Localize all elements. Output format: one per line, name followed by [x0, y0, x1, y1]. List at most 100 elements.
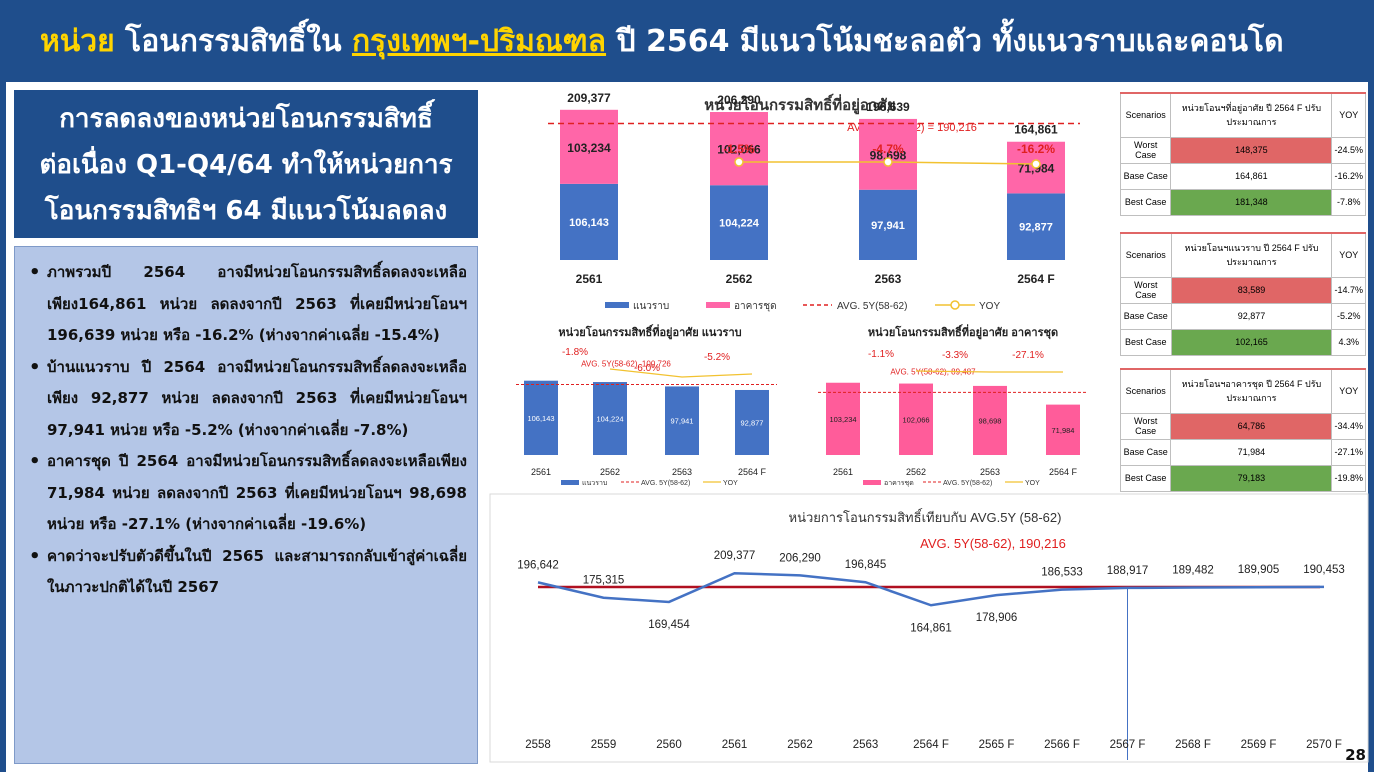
bar-condo	[1007, 141, 1065, 194]
data-label: 186,533	[1041, 567, 1083, 579]
table-row: Base Case 92,877 -5.2%	[1120, 302, 1366, 330]
bullet-lowrise: บ้านแนวราบ ปี 2564 อาจมีหน่วยโอนกรรมสิทธ…	[29, 352, 467, 447]
yoy-label: -3.3%	[942, 350, 968, 361]
chart-total: หน่วยโอนกรรมสิทธิ์ที่อยู่อาศัย AVG. 5Y(58…	[548, 91, 1080, 312]
table-header-cell: Scenarios	[1119, 92, 1172, 138]
data-label: 206,290	[779, 552, 821, 564]
tick-label: 2564 F	[1017, 272, 1054, 286]
table-cell: -16.2%	[1331, 162, 1366, 190]
data-label: 196,845	[845, 559, 887, 571]
data-label: 104,224	[596, 415, 623, 424]
yoy-label: -6.0%	[634, 363, 660, 374]
tick-label: 2563	[853, 739, 879, 751]
chart-title: หน่วยโอนกรรมสิทธิ์ที่อยู่อาศัย แนวราบ	[558, 324, 741, 340]
table-cell: Base Case	[1120, 302, 1172, 330]
table-cell: -14.7%	[1331, 276, 1366, 304]
data-label: 106,143	[569, 217, 609, 229]
legend-swatch	[863, 480, 881, 485]
yoy-line	[739, 161, 1037, 165]
bar	[524, 380, 558, 455]
tick-label: 2558	[525, 739, 551, 751]
yoy-label: -27.1%	[1012, 350, 1044, 361]
legend-label: อาคารชุด	[884, 480, 914, 487]
bar	[593, 382, 627, 455]
table-cell: -34.4%	[1331, 412, 1366, 440]
bar-lowrise	[859, 189, 917, 260]
table-row: Base Case 164,861 -16.2%	[1119, 162, 1366, 190]
tick-label: 2564 F	[738, 467, 767, 477]
chart-trend: หน่วยการโอนกรรมสิทธิ์เทียบกับ AVG.5Y (58…	[489, 493, 1369, 763]
legend-label: YOY	[1025, 480, 1040, 487]
summary-line-1: การลดลงของหน่วยโอนกรรมสิทธิ์	[59, 104, 433, 134]
avg-label: AVG. 5Y(58-62) = 190,216	[847, 122, 977, 134]
table-cell: Best Case	[1120, 328, 1172, 356]
chart-frame	[489, 493, 1369, 763]
tick-label: 2559	[591, 739, 617, 751]
table-cell: 164,861	[1170, 162, 1333, 190]
data-label: 209,377	[714, 550, 756, 562]
legend-swatch	[706, 302, 730, 308]
yoy-point	[734, 157, 744, 167]
legend-swatch	[605, 302, 629, 308]
table-row: Worst Case 64,786 -34.4%	[1119, 412, 1366, 440]
legend-label: YOY	[979, 301, 1000, 312]
bar-condo	[859, 118, 917, 190]
yoy-label: -1.8%	[562, 347, 588, 358]
table-cell: 64,786	[1170, 412, 1333, 440]
tick-label: 2563	[980, 467, 1000, 477]
yoy-line	[915, 370, 1063, 373]
data-label: 71,984	[1018, 162, 1055, 176]
tick-label: 2566 F	[1044, 739, 1080, 751]
data-label: 175,315	[583, 575, 625, 587]
tick-label: 2563	[875, 272, 902, 286]
table-row: Best Case 79,183 -19.8%	[1119, 464, 1366, 492]
tick-label: 2561	[722, 739, 748, 751]
table-cell: Worst Case	[1119, 412, 1172, 440]
yoy-point	[883, 157, 893, 167]
table-header-cell: Scenarios	[1120, 232, 1172, 278]
scenario-table-condo: Scenarios หน่วยโอนฯอาคารชุด ปี 2564 F ปรั…	[1119, 368, 1366, 492]
legend-label: AVG. 5Y(58-62)	[641, 480, 690, 487]
tick-label: 2569 F	[1241, 739, 1277, 751]
yoy-point	[1031, 159, 1041, 169]
data-label: 104,224	[719, 218, 760, 230]
avg-label: AVG. 5Y(58-62), 89,487	[890, 367, 976, 376]
table-row: Best Case 181,348 -7.8%	[1119, 188, 1366, 216]
data-label: 190,453	[1303, 564, 1345, 576]
tick-label: 2561	[576, 272, 603, 286]
yoy-label: -16.2%	[1017, 142, 1055, 156]
header-region: กรุงเทพฯ-ปริมณฑล	[351, 23, 607, 59]
table-cell: Worst Case	[1120, 276, 1172, 304]
table-header-cell: หน่วยโอนฯอาคารชุด ปี 2564 F ปรับประมาณกา…	[1170, 368, 1333, 414]
data-label: 164,861	[910, 622, 952, 634]
table-row: Worst Case 83,589 -14.7%	[1120, 276, 1366, 304]
table-cell: Best Case	[1119, 188, 1172, 216]
summary-box: การลดลงของหน่วยโอนกรรมสิทธิ์ ต่อเนื่อง Q…	[14, 90, 478, 238]
yoy-label: -1.5%	[723, 142, 755, 156]
data-label: 97,941	[671, 417, 694, 426]
legend-label: อาคารชุด	[734, 301, 777, 312]
table-header-cell: YOY	[1331, 232, 1366, 278]
bullet-condo: อาคารชุด ปี 2564 อาจมีหน่วยโอนกรรมสิทธิ์…	[29, 446, 467, 541]
legend-swatch	[950, 300, 960, 310]
legend-label: YOY	[723, 480, 738, 487]
table-cell: Worst Case	[1119, 136, 1172, 164]
tick-label: 2564 F	[913, 739, 949, 751]
table-cell: 181,348	[1170, 188, 1333, 216]
avg-label: AVG. 5Y(58-62), 190,216	[920, 536, 1066, 551]
bar	[1046, 404, 1080, 455]
scenario-table-lowrise: Scenarios หน่วยโอนฯแนวราบ ปี 2564 F ปรับป…	[1120, 232, 1366, 356]
data-label: 189,482	[1172, 565, 1214, 577]
bullet-overall: ภาพรวมปี 2564 อาจมีหน่วยโอนกรรมสิทธิ์ลดล…	[29, 257, 467, 352]
table-cell: 4.3%	[1331, 328, 1366, 356]
summary-line-2: ต่อเนื่อง Q1-Q4/64 ทำให้หน่วยการ	[39, 150, 453, 180]
yoy-label: -4.7%	[872, 142, 904, 156]
total-label: 209,377	[567, 91, 611, 105]
table-row: Worst Case 148,375 -24.5%	[1119, 136, 1366, 164]
data-label: 103,234	[829, 415, 856, 424]
table-header-cell: หน่วยโอนฯที่อยู่อาศัย ปี 2564 F ปรับประม…	[1170, 92, 1333, 138]
tick-label: 2570 F	[1306, 739, 1342, 751]
bar-lowrise	[560, 183, 618, 260]
tick-label: 2562	[726, 272, 753, 286]
tick-label: 2562	[600, 467, 620, 477]
